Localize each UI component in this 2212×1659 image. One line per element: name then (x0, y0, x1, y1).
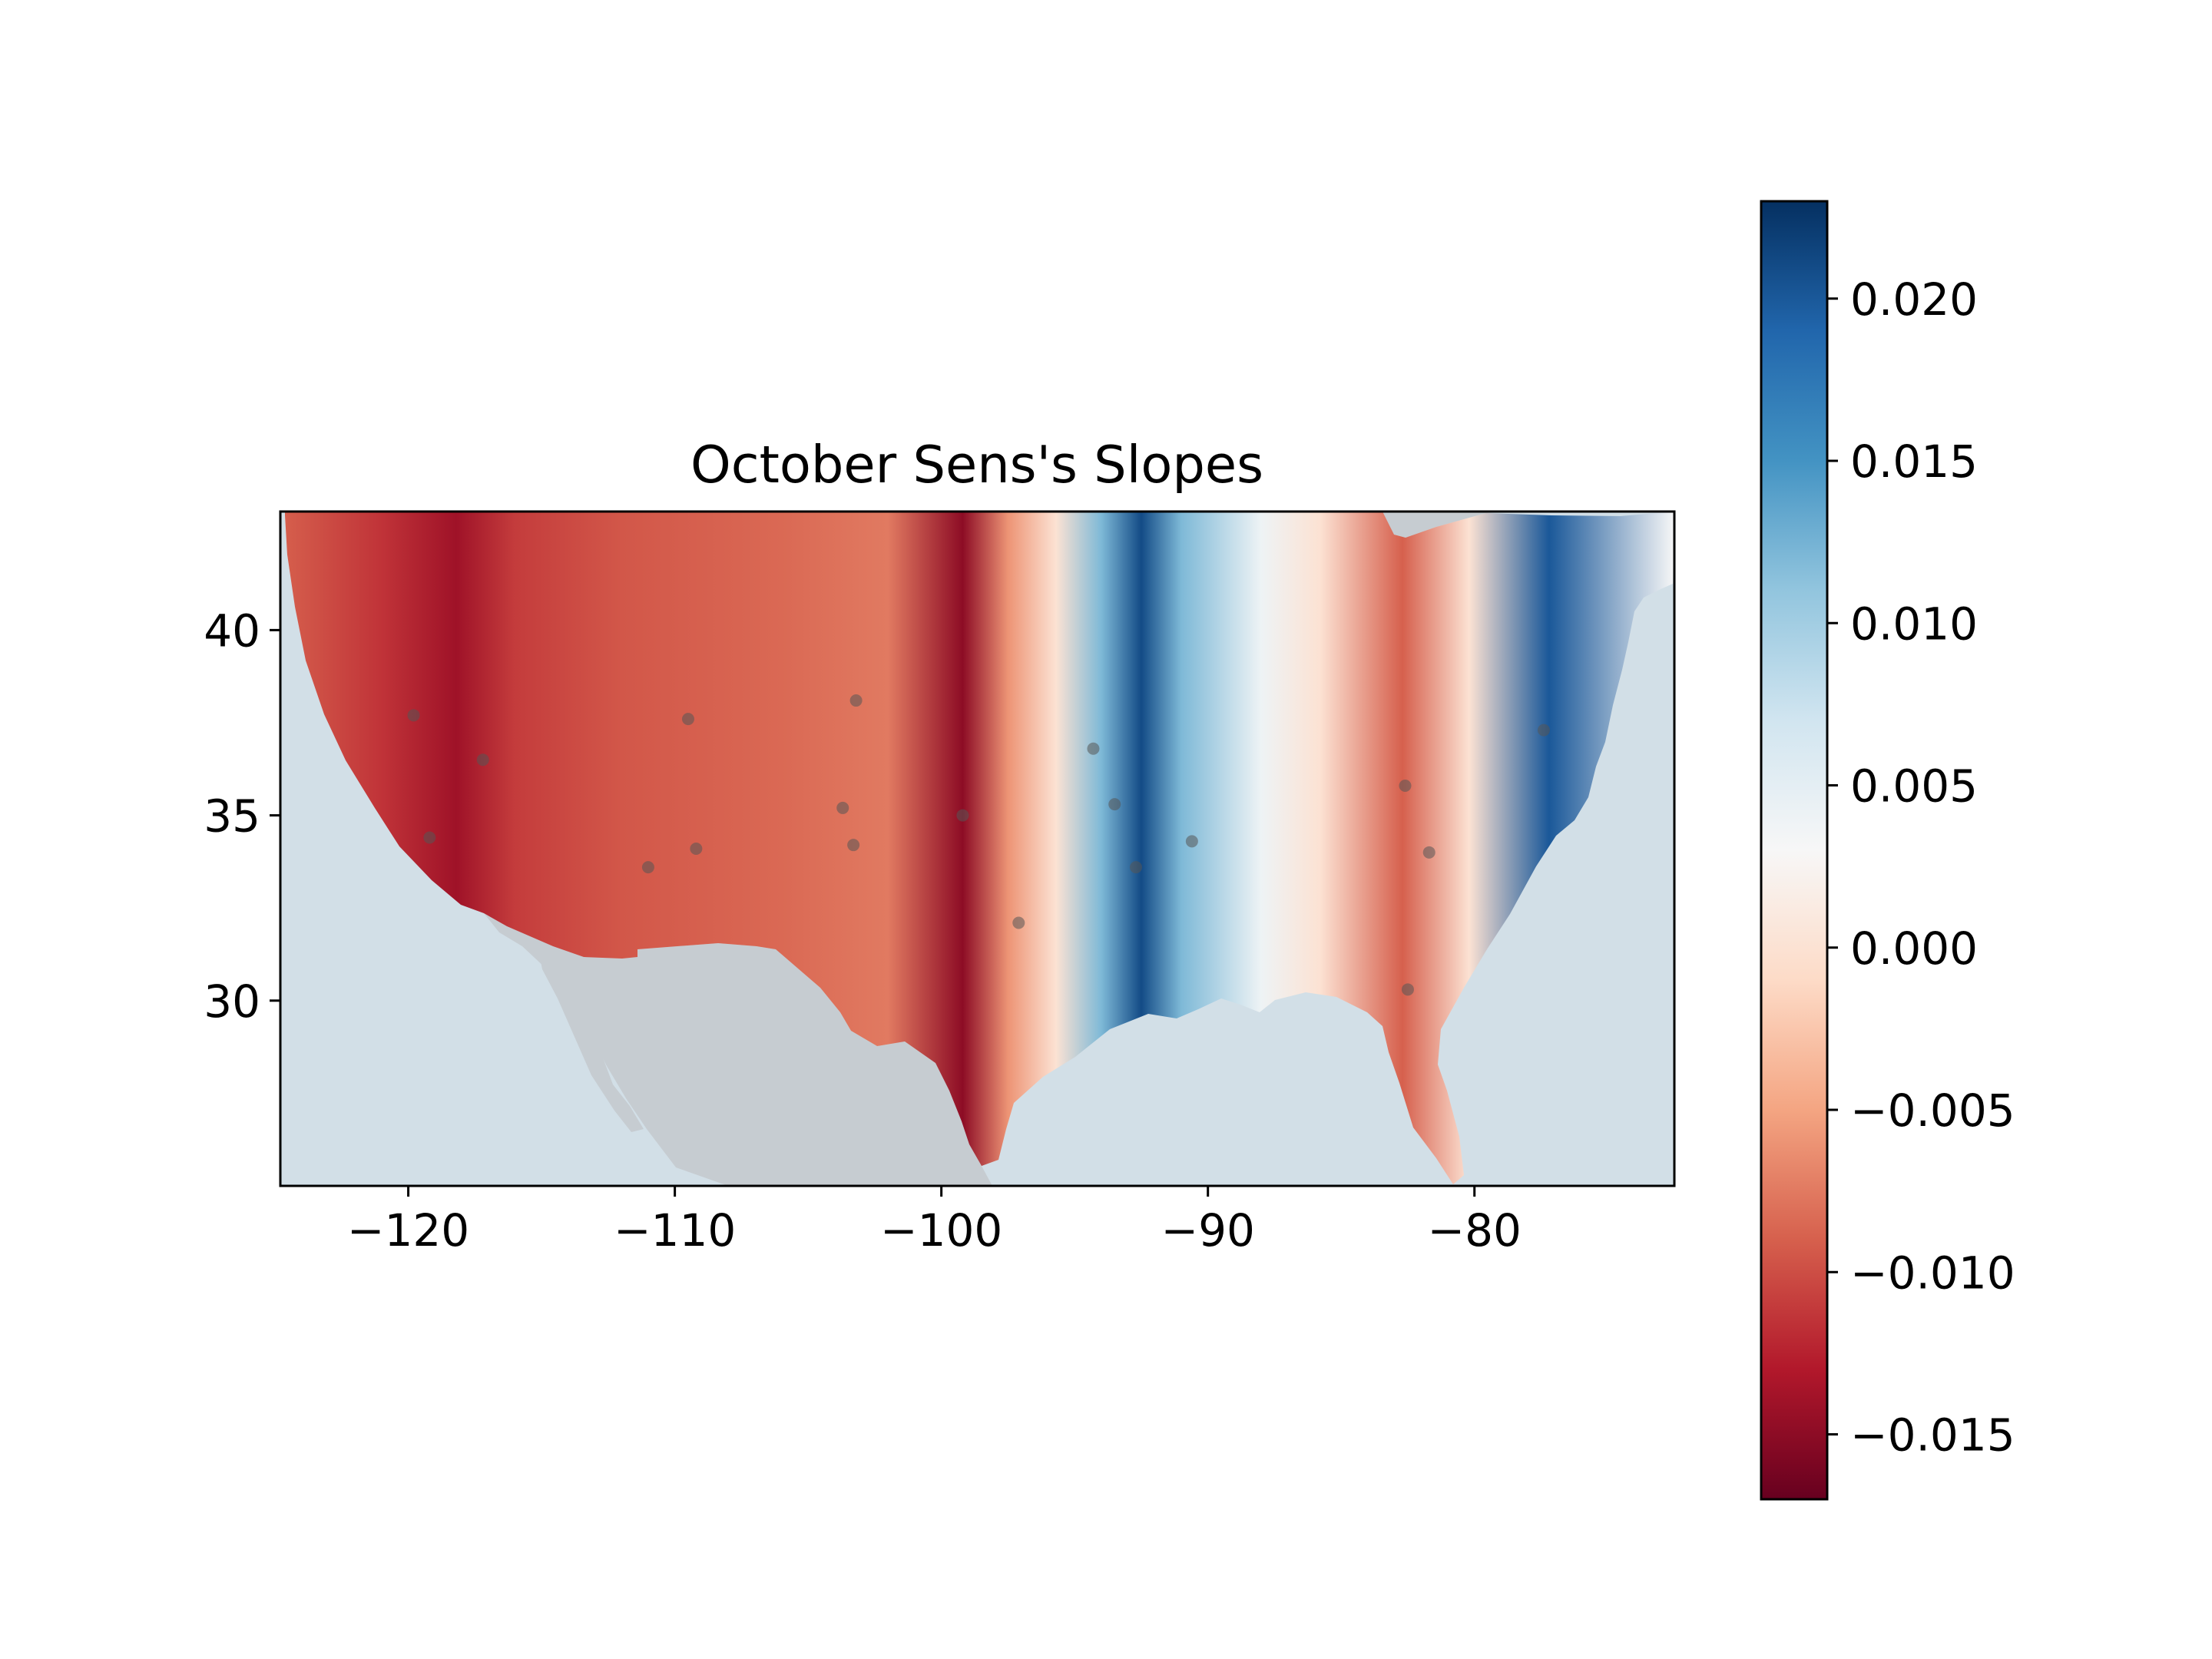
baja-peninsula (538, 946, 644, 1132)
colorbar-tick-label: −0.005 (1850, 1084, 2015, 1137)
chart-title: October Sens's Slopes (690, 435, 1263, 495)
y-axis: 30 35 40 (204, 604, 280, 1028)
station-marker (1401, 983, 1414, 996)
station-marker (407, 709, 420, 722)
colorbar-tick-label: 0.010 (1850, 598, 1978, 650)
y-tick-label: 40 (204, 604, 260, 657)
station-marker (836, 801, 849, 814)
colorbar: 0.020 0.015 0.010 0.005 0.000 −0.005 −0.010 −0.… (1760, 200, 2015, 1501)
y-tick-label: 35 (204, 790, 260, 843)
map-plot-area (279, 510, 1676, 1187)
x-tick-label: −100 (880, 1204, 1002, 1257)
station-marker (1399, 779, 1412, 792)
station-markers (407, 694, 1550, 996)
x-tick-label: −110 (614, 1204, 736, 1257)
station-marker (1129, 861, 1142, 874)
x-tick-label: −90 (1161, 1204, 1254, 1257)
canada-landmass (1382, 512, 1513, 538)
station-marker (690, 843, 703, 855)
station-marker (1185, 835, 1198, 848)
station-marker (423, 831, 436, 844)
y-tick-label: 30 (204, 975, 260, 1028)
station-marker (847, 839, 860, 852)
colorbar-tick-label: 0.015 (1850, 435, 1978, 488)
station-marker (681, 713, 694, 726)
station-marker (1108, 798, 1121, 811)
x-tick-label: −80 (1428, 1204, 1522, 1257)
colorbar-ticks: 0.020 0.015 0.010 0.005 0.000 −0.005 −0.010 −0.… (1827, 273, 2015, 1462)
station-marker (476, 753, 489, 767)
station-marker (1537, 724, 1550, 737)
colorbar-tick-label: 0.020 (1850, 273, 1978, 326)
station-marker (1422, 846, 1435, 859)
station-marker (1087, 742, 1100, 755)
colorbar-tick-label: 0.005 (1850, 760, 1978, 813)
station-marker (641, 861, 654, 874)
station-marker (956, 809, 969, 822)
x-tick-label: −120 (347, 1204, 469, 1257)
colorbar-tick-label: −0.010 (1850, 1247, 2015, 1299)
colorbar-fill (1760, 200, 1829, 1501)
x-axis: −120 −110 −100 −90 −80 (347, 1186, 1522, 1257)
plot-frame (279, 510, 1676, 1187)
mexico-landmass (484, 913, 992, 1186)
colorbar-tick-label: 0.000 (1850, 922, 1978, 975)
station-marker (1012, 916, 1025, 929)
station-marker (849, 694, 863, 707)
colorbar-tick-label: −0.015 (1850, 1409, 2015, 1462)
